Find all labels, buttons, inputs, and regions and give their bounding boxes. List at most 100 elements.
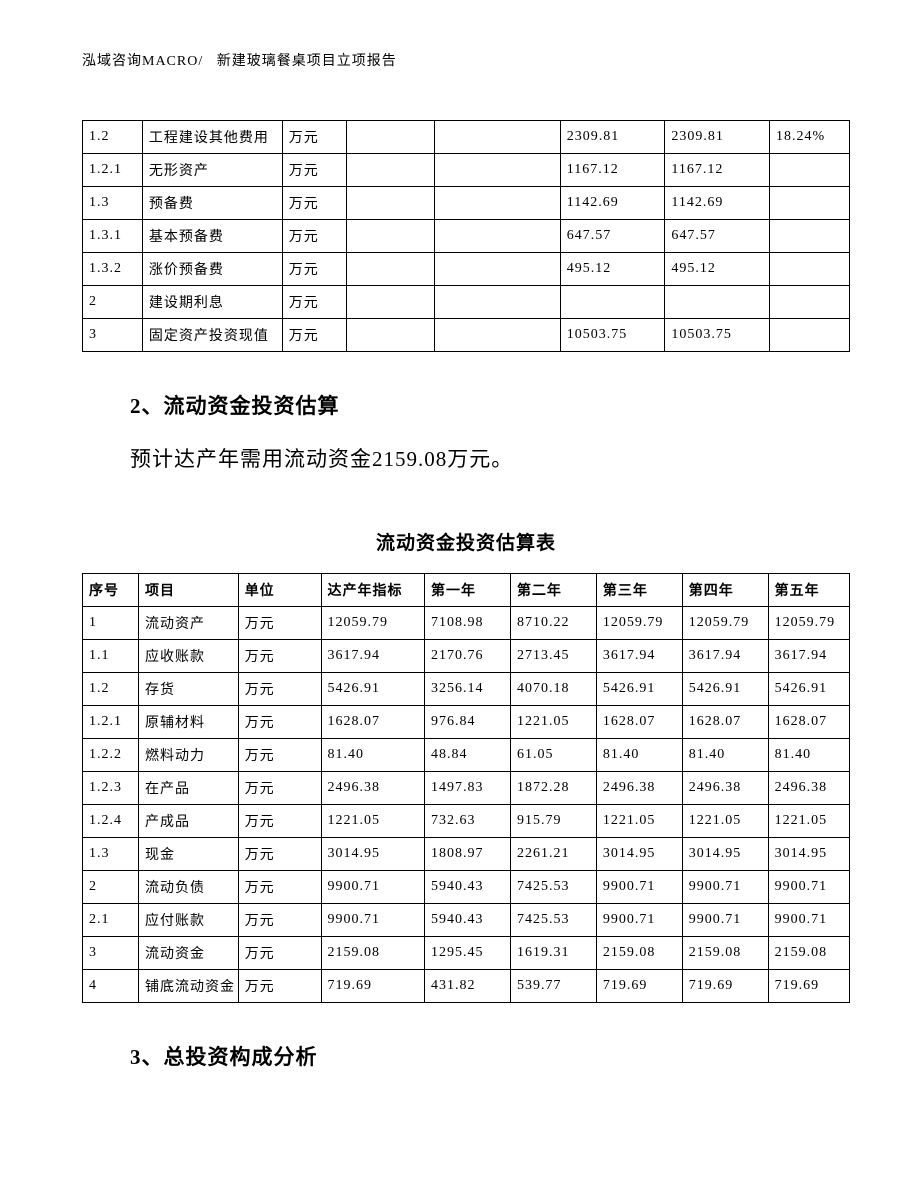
table-cell: 万元 — [282, 253, 346, 286]
table-cell: 万元 — [282, 286, 346, 319]
table-cell: 5426.91 — [682, 672, 768, 705]
fixed-asset-table: 1.2工程建设其他费用万元2309.812309.8118.24%1.2.1无形… — [82, 120, 850, 352]
table-row: 1.3现金万元3014.951808.972261.213014.953014.… — [83, 837, 850, 870]
table-cell: 2 — [83, 286, 143, 319]
table-cell: 1.2.4 — [83, 804, 139, 837]
table-cell: 万元 — [282, 187, 346, 220]
table-cell: 涨价预备费 — [142, 253, 282, 286]
table-cell: 5426.91 — [596, 672, 682, 705]
table-row: 3固定资产投资现值万元10503.7510503.75 — [83, 319, 850, 352]
page: 泓域咨询MACRO/ 新建玻璃餐桌项目立项报告 1.2工程建设其他费用万元230… — [0, 0, 920, 1151]
table-cell — [770, 253, 850, 286]
table-cell: 12059.79 — [321, 606, 425, 639]
table-cell: 81.40 — [768, 738, 849, 771]
table-cell: 2.1 — [83, 903, 139, 936]
table-cell: 719.69 — [596, 969, 682, 1002]
table-cell: 9900.71 — [321, 870, 425, 903]
table-cell: 万元 — [238, 804, 321, 837]
table-cell: 2713.45 — [510, 639, 596, 672]
table-cell: 流动资产 — [138, 606, 238, 639]
table-cell: 2496.38 — [596, 771, 682, 804]
table-cell: 12059.79 — [768, 606, 849, 639]
table-cell — [346, 187, 434, 220]
table-cell: 2159.08 — [682, 936, 768, 969]
table-row: 1.3预备费万元1142.691142.69 — [83, 187, 850, 220]
working-capital-table: 序号项目单位达产年指标第一年第二年第三年第四年第五年1流动资产万元12059.7… — [82, 573, 850, 1003]
table-cell — [434, 319, 560, 352]
table-cell: 存货 — [138, 672, 238, 705]
table-cell: 1619.31 — [510, 936, 596, 969]
table-cell: 7108.98 — [425, 606, 511, 639]
table-row: 1.3.1基本预备费万元647.57647.57 — [83, 220, 850, 253]
table-cell: 9900.71 — [768, 903, 849, 936]
table-row: 1.2.3在产品万元2496.381497.831872.282496.3824… — [83, 771, 850, 804]
table-cell: 万元 — [238, 771, 321, 804]
table-cell: 在产品 — [138, 771, 238, 804]
table-cell — [434, 220, 560, 253]
table-cell: 719.69 — [321, 969, 425, 1002]
table-cell: 1.2.1 — [83, 154, 143, 187]
table-cell: 无形资产 — [142, 154, 282, 187]
table-cell: 1628.07 — [768, 705, 849, 738]
table-cell: 9900.71 — [321, 903, 425, 936]
table-cell: 5426.91 — [321, 672, 425, 705]
table-cell — [346, 319, 434, 352]
table-cell: 539.77 — [510, 969, 596, 1002]
table-cell: 1.3.2 — [83, 253, 143, 286]
table-cell: 647.57 — [665, 220, 770, 253]
table-cell: 10503.75 — [560, 319, 665, 352]
table-row: 2流动负债万元9900.715940.437425.539900.719900.… — [83, 870, 850, 903]
table-cell — [346, 253, 434, 286]
table-cell: 1167.12 — [665, 154, 770, 187]
table-cell: 915.79 — [510, 804, 596, 837]
table-cell: 732.63 — [425, 804, 511, 837]
table-header-cell: 第五年 — [768, 573, 849, 606]
table-cell: 万元 — [238, 672, 321, 705]
table-cell: 2496.38 — [768, 771, 849, 804]
table-cell: 基本预备费 — [142, 220, 282, 253]
section-2-heading: 2、流动资金投资估算 — [130, 390, 850, 420]
table-cell: 719.69 — [768, 969, 849, 1002]
table-cell: 万元 — [238, 936, 321, 969]
table-cell — [346, 154, 434, 187]
table-cell: 3 — [83, 936, 139, 969]
table-cell: 2309.81 — [560, 121, 665, 154]
table-cell: 1808.97 — [425, 837, 511, 870]
table-row: 2.1应付账款万元9900.715940.437425.539900.71990… — [83, 903, 850, 936]
table-cell: 12059.79 — [682, 606, 768, 639]
table-cell: 1167.12 — [560, 154, 665, 187]
table-row: 2建设期利息万元 — [83, 286, 850, 319]
header-right: 新建玻璃餐桌项目立项报告 — [217, 54, 397, 69]
table-cell: 工程建设其他费用 — [142, 121, 282, 154]
table-row: 1.2.2燃料动力万元81.4048.8461.0581.4081.4081.4… — [83, 738, 850, 771]
table-header-cell: 第一年 — [425, 573, 511, 606]
table-cell: 81.40 — [596, 738, 682, 771]
section-2-body: 预计达产年需用流动资金2159.08万元。 — [130, 440, 850, 480]
table-cell: 燃料动力 — [138, 738, 238, 771]
table-cell: 1221.05 — [682, 804, 768, 837]
table-cell: 流动负债 — [138, 870, 238, 903]
table-cell: 3617.94 — [682, 639, 768, 672]
table-cell — [434, 286, 560, 319]
table-header-row: 序号项目单位达产年指标第一年第二年第三年第四年第五年 — [83, 573, 850, 606]
table-cell: 1 — [83, 606, 139, 639]
page-header: 泓域咨询MACRO/ 新建玻璃餐桌项目立项报告 — [82, 50, 850, 70]
table-cell: 7425.53 — [510, 870, 596, 903]
table-cell: 3014.95 — [321, 837, 425, 870]
table-cell: 万元 — [238, 738, 321, 771]
table-cell: 647.57 — [560, 220, 665, 253]
table-cell: 5426.91 — [768, 672, 849, 705]
table-cell: 固定资产投资现值 — [142, 319, 282, 352]
table-header-cell: 序号 — [83, 573, 139, 606]
table-cell — [346, 220, 434, 253]
table-cell: 1142.69 — [560, 187, 665, 220]
table-cell: 铺底流动资金 — [138, 969, 238, 1002]
table-cell — [346, 121, 434, 154]
table-cell: 1497.83 — [425, 771, 511, 804]
table-row: 3流动资金万元2159.081295.451619.312159.082159.… — [83, 936, 850, 969]
table-cell: 1221.05 — [596, 804, 682, 837]
table-cell — [346, 286, 434, 319]
table-cell — [665, 286, 770, 319]
table-cell: 万元 — [282, 319, 346, 352]
table-cell: 9900.71 — [768, 870, 849, 903]
